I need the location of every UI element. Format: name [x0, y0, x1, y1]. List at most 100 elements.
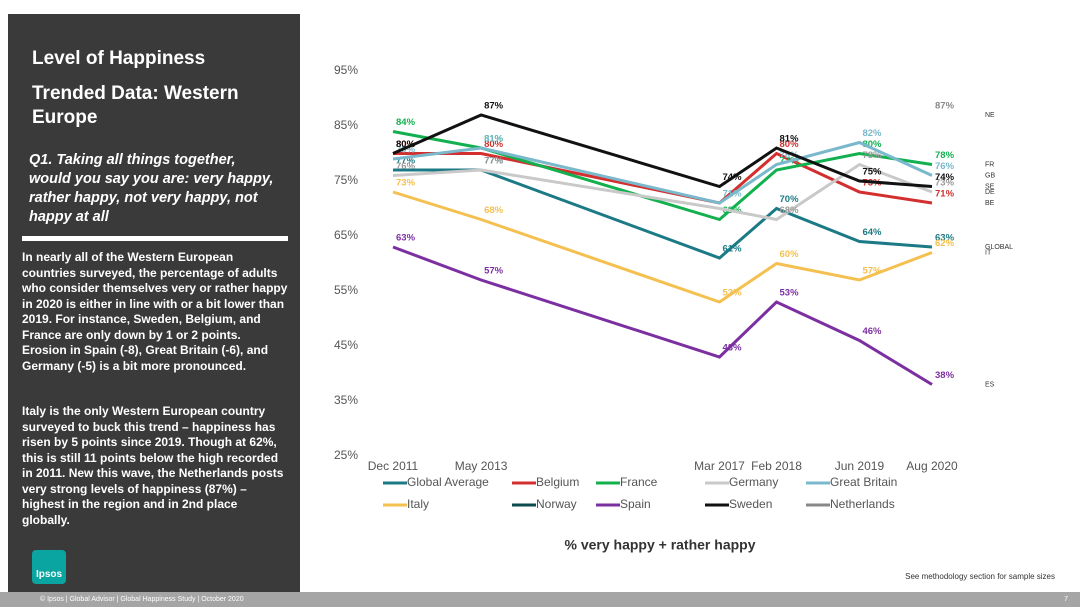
panel-title: Level of Happiness — [32, 48, 206, 69]
data-label: 74% — [935, 172, 955, 183]
data-label: 68% — [484, 205, 504, 216]
legend-label: Global Average — [407, 475, 489, 489]
end-label: NE — [985, 112, 995, 119]
data-label: 73% — [396, 178, 416, 189]
data-label: 81% — [484, 134, 504, 145]
data-label: 71% — [723, 189, 743, 200]
data-label: 80% — [484, 139, 504, 150]
x-tick-label: Feb 2018 — [751, 459, 802, 473]
legend-label: France — [620, 475, 658, 489]
footer: © Ipsos | Global Advisor | Global Happin… — [40, 596, 244, 603]
data-label: 75% — [862, 167, 882, 178]
paragraph: In nearly all of the Western European co… — [22, 250, 288, 373]
data-label: 87% — [484, 101, 504, 112]
data-label: 80% — [780, 139, 800, 150]
legend-label: Italy — [407, 497, 429, 511]
side-panel: Level of Happiness Trended Data: Western… — [8, 14, 300, 592]
legend-label: Spain — [620, 497, 651, 511]
data-label: 57% — [862, 266, 882, 277]
end-label: GLOBAL — [985, 244, 1013, 251]
data-label: 46% — [862, 326, 882, 337]
data-label: 64% — [862, 227, 882, 238]
legend-label: Norway — [536, 497, 577, 511]
x-tick-label: May 2013 — [455, 459, 508, 473]
data-label: 74% — [723, 172, 743, 183]
question: Q1. Taking all things together, would yo… — [29, 152, 274, 225]
data-label: 82% — [862, 128, 882, 139]
data-label: 76% — [396, 161, 416, 172]
data-label: 76% — [935, 161, 955, 172]
y-tick-label: 25% — [334, 448, 358, 462]
x-axis-title: % very happy + rather happy — [564, 537, 755, 553]
series-line — [392, 162, 933, 222]
data-label: 78% — [862, 150, 882, 161]
data-label: 71% — [935, 189, 955, 200]
end-label: BE — [985, 200, 995, 207]
y-tick-label: 75% — [334, 173, 358, 187]
series-line — [392, 245, 933, 386]
x-tick-label: Mar 2017 — [694, 459, 745, 473]
series-line — [393, 168, 933, 260]
y-tick-label: 95% — [334, 63, 358, 77]
footer-bar: © Ipsos | Global Advisor | Global Happin… — [0, 592, 1080, 607]
data-label: 77% — [484, 156, 504, 167]
data-label: 81% — [484, 134, 504, 145]
data-label: 84% — [396, 117, 416, 128]
data-label: 68% — [780, 205, 800, 216]
legend-label: Germany — [729, 475, 778, 489]
series-line — [392, 130, 933, 222]
series-line — [392, 113, 933, 189]
x-tick-label: Dec 2011 — [368, 459, 419, 473]
data-label: 53% — [723, 288, 743, 299]
data-label: 63% — [396, 233, 416, 244]
end-label: ES — [985, 381, 995, 388]
series-line — [392, 190, 933, 304]
x-tick-label: Jun 2019 — [835, 459, 885, 473]
data-label: 80% — [862, 139, 882, 150]
x-tick-label: Aug 2020 — [906, 459, 958, 473]
y-tick-label: 85% — [334, 118, 358, 132]
data-label: 61% — [723, 244, 743, 255]
series-line — [393, 151, 933, 205]
end-label: IT — [985, 249, 992, 256]
y-tick-label: 65% — [334, 228, 358, 242]
data-label: 77% — [396, 156, 416, 167]
data-label: 53% — [780, 288, 800, 299]
legend-label: Netherlands — [830, 497, 895, 511]
series-line — [392, 140, 933, 205]
end-label: DE — [985, 189, 995, 196]
data-label: 60% — [780, 249, 800, 260]
y-tick-label: 55% — [334, 283, 358, 297]
data-label: 43% — [723, 343, 743, 354]
y-tick-label: 45% — [334, 338, 358, 352]
end-label: FR — [985, 161, 994, 168]
y-tick-label: 35% — [334, 393, 358, 407]
divider — [22, 236, 288, 241]
panel-subtitle: Trended Data: Western Europe — [32, 83, 239, 128]
data-label: 73% — [935, 178, 955, 189]
end-label: GB — [985, 172, 995, 179]
data-label: 63% — [935, 233, 955, 244]
page-number: 7 — [1064, 596, 1068, 603]
paragraph: Italy is the only Western European count… — [22, 404, 284, 527]
data-label: 62% — [935, 238, 955, 249]
data-label: 87% — [935, 101, 955, 112]
data-label: 70% — [780, 194, 800, 205]
note: See methodology section for sample sizes — [905, 572, 1055, 581]
data-label: 38% — [935, 370, 955, 381]
data-label: 79% — [396, 145, 416, 156]
data-label: 78% — [780, 150, 800, 161]
data-label: 57% — [484, 266, 504, 277]
legend-label: Belgium — [536, 475, 579, 489]
logo: Ipsos — [32, 550, 66, 584]
legend-label: Sweden — [729, 497, 772, 511]
data-label: 78% — [935, 150, 955, 161]
chart: % very happy + rather happy See methodol… — [334, 63, 1055, 581]
data-label: 80% — [396, 139, 416, 150]
data-label: 80% — [396, 139, 416, 150]
data-label: 81% — [780, 134, 800, 145]
end-label: SE — [985, 183, 995, 190]
data-label: 77% — [484, 156, 504, 167]
legend-label: Great Britain — [830, 475, 897, 489]
